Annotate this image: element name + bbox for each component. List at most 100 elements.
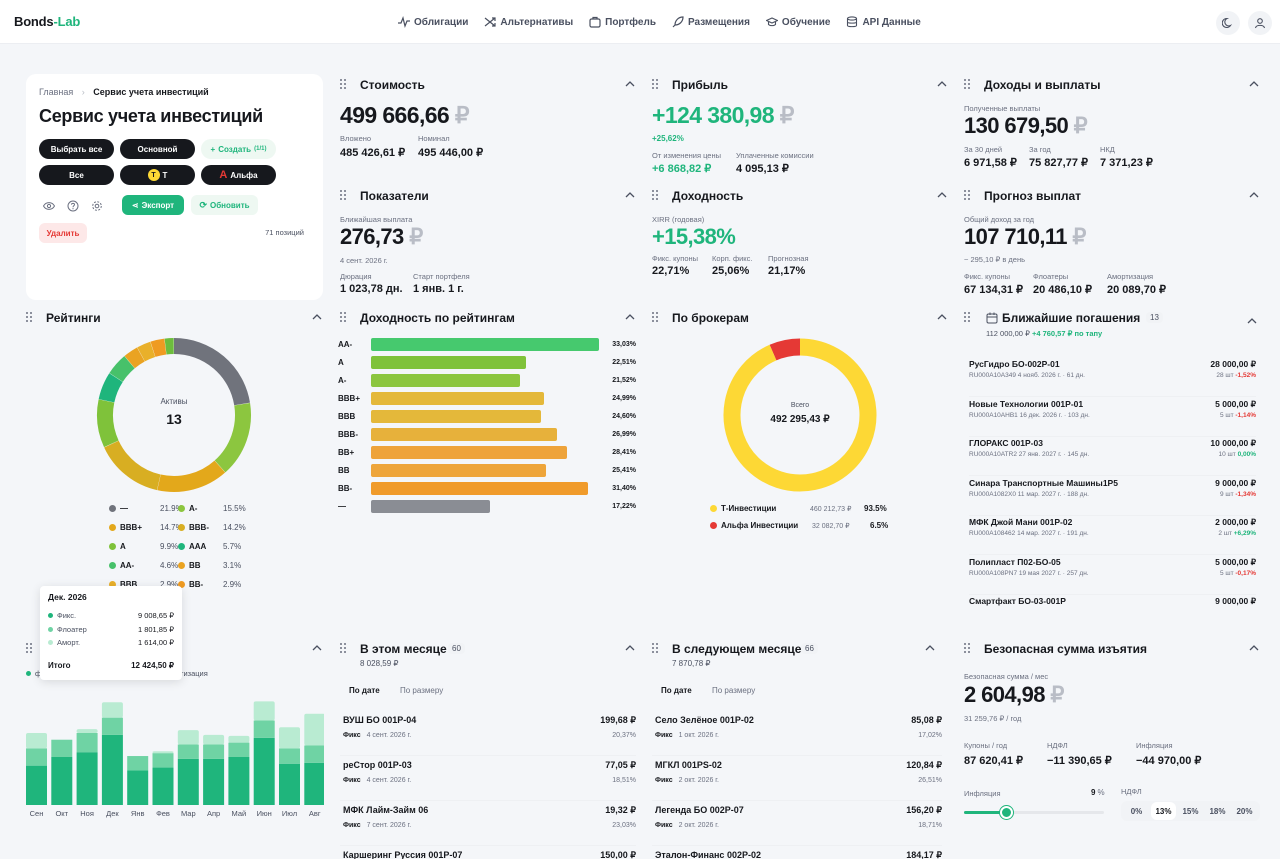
nav-item-alternatives[interactable]: Альтернативы	[484, 16, 573, 28]
redemption-item[interactable]: ГЛОРАКС 001Р-03 RU000A10ATR2 27 янв. 202…	[969, 438, 1256, 476]
payment-bar-segment[interactable]	[279, 763, 300, 805]
drag-handle[interactable]	[652, 79, 658, 89]
coupon-row[interactable]: ВУШ БО 001Р-04 199,68 ₽ Фикс 4 сент. 2026…	[340, 712, 636, 756]
payment-bar-segment[interactable]	[304, 745, 324, 763]
all-brokers-button[interactable]: Все	[39, 165, 114, 185]
rating-bar-row[interactable]: — 17,22%	[338, 500, 636, 514]
donut-slice-3[interactable]	[104, 440, 161, 491]
payment-bar-segment[interactable]	[253, 701, 275, 721]
nav-item-bonds[interactable]: Облигации	[398, 16, 468, 28]
donut-slice-2[interactable]	[157, 460, 226, 492]
chevron-up-icon[interactable]	[1248, 189, 1260, 201]
tab-by-date[interactable]: По дате	[349, 686, 380, 695]
main-portfolio-button[interactable]: Основной	[120, 139, 195, 159]
rating-bar-row[interactable]: BBB 24,60%	[338, 410, 636, 424]
redemption-item[interactable]: Синара Транспортные Машины1Р5 RU000A1082…	[969, 478, 1256, 516]
chevron-up-icon[interactable]	[624, 78, 636, 90]
payment-bar-segment[interactable]	[203, 734, 225, 745]
payment-bar-segment[interactable]	[228, 742, 250, 757]
ndfl-option[interactable]: 20%	[1236, 806, 1253, 816]
redemption-item[interactable]: Смартфакт БО-03-001Р 9 000,00 ₽	[969, 596, 1256, 614]
redemption-item[interactable]: РусГидро БО-002Р-01 RU000A10A349 4 нояб.…	[969, 359, 1256, 397]
payment-bar-segment[interactable]	[101, 717, 123, 735]
donut-slice-10[interactable]	[164, 338, 174, 355]
breadcrumb-home[interactable]: Главная	[39, 87, 74, 97]
inflation-slider-track[interactable]	[964, 806, 1104, 819]
rating-bar-row[interactable]: BB 25,41%	[338, 464, 636, 478]
redemption-item[interactable]: МФК Джой Мани 001Р-02 RU000A108462 14 ма…	[969, 517, 1256, 555]
payment-bar-segment[interactable]	[26, 733, 47, 749]
payment-bar-segment[interactable]	[177, 758, 199, 805]
payment-bar-segment[interactable]	[177, 744, 199, 759]
donut-slice-7[interactable]	[124, 347, 145, 369]
coupon-row[interactable]: реСтор 001Р-03 77,05 ₽ Фикс 4 сент. 2026 …	[340, 757, 636, 801]
eye-icon[interactable]	[43, 200, 55, 212]
nav-item-portfolio[interactable]: Портфель	[589, 16, 656, 28]
nav-item-placements[interactable]: Размещения	[672, 16, 750, 28]
payment-bar-segment[interactable]	[76, 729, 98, 733]
drag-handle[interactable]	[340, 643, 346, 653]
chevron-up-icon[interactable]	[311, 311, 323, 323]
drag-handle[interactable]	[340, 79, 346, 89]
drag-handle[interactable]	[652, 312, 658, 322]
chevron-up-icon[interactable]	[936, 78, 948, 90]
drag-handle[interactable]	[340, 312, 346, 322]
chevron-up-icon[interactable]	[924, 642, 936, 654]
ndfl-option[interactable]: 18%	[1209, 806, 1226, 816]
help-icon[interactable]	[67, 200, 79, 212]
donut-slice-1[interactable]	[214, 402, 251, 473]
chevron-up-icon[interactable]	[936, 311, 948, 323]
ndfl-option[interactable]: 0%	[1130, 806, 1143, 816]
payment-bar-segment[interactable]	[203, 744, 225, 759]
chevron-up-icon[interactable]	[624, 311, 636, 323]
logo[interactable]: Bonds-Lab	[14, 14, 80, 29]
payment-bar-segment[interactable]	[26, 765, 47, 805]
payment-bar-segment[interactable]	[152, 767, 174, 805]
tab-by-size[interactable]: По размеру	[712, 686, 756, 695]
theme-toggle-button[interactable]	[1216, 11, 1240, 35]
payment-bar-segment[interactable]	[101, 702, 123, 718]
payment-bar-segment[interactable]	[304, 713, 324, 746]
payment-bar-segment[interactable]	[228, 757, 250, 805]
chevron-up-icon[interactable]	[936, 189, 948, 201]
payment-bar-segment[interactable]	[76, 752, 98, 805]
broker-donut-slice[interactable]	[723, 338, 877, 492]
donut-slice-9[interactable]	[150, 338, 167, 357]
coupon-row[interactable]: МГКЛ 001PS-02 120,84 ₽ Фикс 2 окт. 2026 г…	[652, 757, 942, 801]
chevron-up-icon[interactable]	[624, 642, 636, 654]
nav-item-api[interactable]: API Данные	[846, 16, 921, 28]
alfa-broker-button[interactable]: А Альфа	[201, 165, 276, 185]
delete-button[interactable]: Удалить	[39, 223, 87, 243]
rating-bar-row[interactable]: BBB+ 24,99%	[338, 392, 636, 406]
payment-bar-segment[interactable]	[101, 734, 123, 805]
payment-bar-segment[interactable]	[76, 733, 98, 753]
coupon-row[interactable]: Село Зелёное 001Р-02 85,08 ₽ Фикс 1 окт. …	[652, 712, 942, 756]
coupon-row[interactable]: Каршеринг Руссия 001Р-07 150,00 ₽	[340, 847, 636, 859]
drag-handle[interactable]	[964, 643, 970, 653]
profile-button[interactable]	[1248, 11, 1272, 35]
donut-slice-0[interactable]	[173, 338, 251, 406]
payment-bar-segment[interactable]	[279, 748, 300, 764]
ndfl-option[interactable]: 13%	[1151, 802, 1176, 820]
payment-bar-segment[interactable]	[304, 762, 324, 805]
nav-item-learning[interactable]: Обучение	[765, 16, 830, 28]
gear-icon[interactable]	[91, 200, 103, 212]
payment-bar-segment[interactable]	[177, 730, 199, 745]
payment-bar-segment[interactable]	[127, 770, 149, 805]
payment-bar-segment[interactable]	[51, 757, 73, 805]
export-button[interactable]: ⋖ Экспорт	[122, 195, 184, 215]
redemption-item[interactable]: Новые Технологии 001Р-01 RU000A10AHB1 16…	[969, 399, 1256, 437]
payment-bar-segment[interactable]	[279, 727, 300, 749]
donut-slice-5[interactable]	[98, 373, 123, 403]
rating-bar-row[interactable]: BB+ 28,41%	[338, 446, 636, 460]
drag-handle[interactable]	[26, 312, 32, 322]
payment-bar-segment[interactable]	[152, 753, 174, 768]
payment-bar-segment[interactable]	[253, 737, 275, 805]
refresh-button[interactable]: ⟳ Обновить	[191, 195, 258, 215]
drag-handle[interactable]	[964, 79, 970, 89]
chevron-up-icon[interactable]	[624, 189, 636, 201]
payment-bar-segment[interactable]	[152, 751, 174, 754]
chevron-up-icon[interactable]	[1248, 78, 1260, 90]
drag-handle[interactable]	[26, 643, 32, 653]
